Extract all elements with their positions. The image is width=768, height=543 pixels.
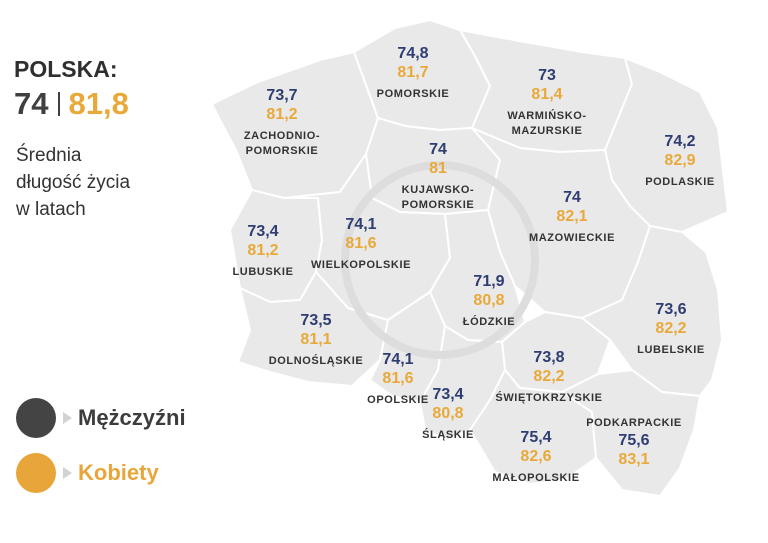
description-line: w latach [16, 199, 86, 220]
region-name: WIELKOPOLSKIE [310, 259, 412, 271]
men-value: 74,1 [382, 351, 414, 368]
region-name: MAZOWIECKIE [528, 232, 616, 244]
description-line: długość życia [16, 172, 131, 193]
country-title: POLSKA: [14, 56, 118, 82]
region-name: MAŁOPOLSKIE [492, 472, 580, 484]
region-warminsko-mazurskie: 73 81,4 WARMIŃSKO- MAZURSKIE [507, 66, 586, 139]
region-name: PODLASKIE [645, 176, 715, 188]
women-value: 81,6 [382, 370, 414, 387]
triangle-right-icon [63, 412, 72, 424]
region-name: ZACHODNIO- [243, 130, 321, 142]
region-kujawsko-pomorskie: 74 81 KUJAWSKO- POMORSKIE [402, 140, 475, 213]
region-name: POMORSKIE [245, 145, 319, 157]
women-value: 82,6 [520, 448, 552, 465]
women-value: 82,2 [655, 320, 687, 337]
region-name: KUJAWSKO- [401, 184, 475, 196]
description-line: Średnia [16, 145, 82, 166]
women-value: 80,8 [473, 292, 505, 309]
region-wielkopolskie: 74,1 81,6 WIELKOPOLSKIE [311, 215, 411, 273]
region-zachodniopomorskie: 73,7 81,2 ZACHODNIO- POMORSKIE [244, 86, 320, 159]
description: Średnia długość życia w latach [16, 142, 130, 223]
region-name: POMORSKIE [376, 88, 450, 100]
men-value: 73,8 [533, 349, 565, 366]
women-dot-icon [16, 453, 56, 493]
men-value: 73,4 [432, 386, 464, 403]
national-men-value: 74 [14, 86, 49, 121]
men-value: 73,4 [247, 223, 279, 240]
women-value: 81,2 [247, 242, 279, 259]
region-name: OPOLSKIE [367, 394, 429, 406]
watermark [341, 161, 539, 359]
national-women-value: 81,8 [68, 86, 129, 121]
region-slaskie: 73,4 80,8 ŚLĄSKIE [422, 385, 474, 443]
men-dot-icon [16, 398, 56, 438]
region-name: DOLNOŚLĄSKIE [268, 355, 364, 367]
legend-women: Kobiety [16, 453, 159, 493]
region-pomorskie: 74,8 81,7 POMORSKIE [377, 44, 450, 102]
region-mazowieckie: 74 82,1 MAZOWIECKIE [529, 188, 615, 246]
region-name: ŚWIĘTOKRZYSKIE [495, 392, 603, 404]
region-lubuskie: 73,4 81,2 LUBUSKIE [232, 222, 293, 280]
region-name: ŁÓDZKIE [462, 316, 516, 328]
men-value: 74,8 [397, 45, 429, 62]
national-values: 74 81,8 [14, 86, 129, 122]
national-separator [58, 92, 61, 116]
region-lubelskie: 73,6 82,2 LUBELSKIE [637, 300, 705, 358]
triangle-right-icon [63, 467, 72, 479]
men-value: 74,2 [664, 133, 696, 150]
men-value: 75,6 [618, 432, 650, 449]
women-value: 81,4 [531, 86, 563, 103]
region-swietokrzyskie: 73,8 82,2 ŚWIĘTOKRZYSKIE [495, 348, 602, 406]
women-value: 82,9 [664, 152, 696, 169]
men-value: 71,9 [473, 273, 505, 290]
region-name: WARMIŃSKO- [507, 110, 587, 122]
men-value: 73 [538, 67, 556, 84]
legend-men-label: Mężczyźni [78, 405, 186, 430]
region-name: ŚLĄSKIE [422, 429, 474, 441]
region-lodzkie: 71,9 80,8 ŁÓDZKIE [463, 272, 515, 330]
women-value: 82,2 [533, 368, 565, 385]
women-value: 81,2 [266, 106, 298, 123]
women-value: 81,1 [300, 331, 332, 348]
region-dolnoslaskie: 73,5 81,1 DOLNOŚLĄSKIE [269, 311, 364, 369]
men-value: 73,6 [655, 301, 687, 318]
legend-women-label: Kobiety [78, 460, 159, 485]
women-value: 82,1 [556, 208, 588, 225]
women-value: 83,1 [618, 451, 650, 468]
legend-men: Mężczyźni [16, 398, 186, 438]
women-value: 81 [429, 160, 447, 177]
region-podlaskie: 74,2 82,9 PODLASKIE [645, 132, 715, 190]
region-shape-podkarpackie [561, 369, 701, 497]
region-name: LUBUSKIE [232, 266, 294, 278]
women-value: 81,7 [397, 64, 429, 81]
region-name: MAZURSKIE [511, 125, 583, 137]
men-value: 74,1 [345, 216, 377, 233]
men-value: 75,4 [520, 429, 552, 446]
region-opolskie: 74,1 81,6 OPOLSKIE [367, 350, 429, 408]
region-podkarpackie: PODKARPACKIE 75,6 83,1 [586, 416, 682, 469]
women-value: 80,8 [432, 405, 464, 422]
region-name: LUBELSKIE [637, 344, 705, 356]
men-value: 74 [429, 141, 447, 158]
men-value: 74 [563, 189, 581, 206]
men-value: 73,5 [300, 312, 332, 329]
region-malopolskie: 75,4 82,6 MAŁOPOLSKIE [492, 428, 579, 486]
men-value: 73,7 [266, 87, 298, 104]
women-value: 81,6 [345, 235, 377, 252]
region-name: POMORSKIE [401, 199, 475, 211]
region-name: PODKARPACKIE [586, 417, 682, 429]
